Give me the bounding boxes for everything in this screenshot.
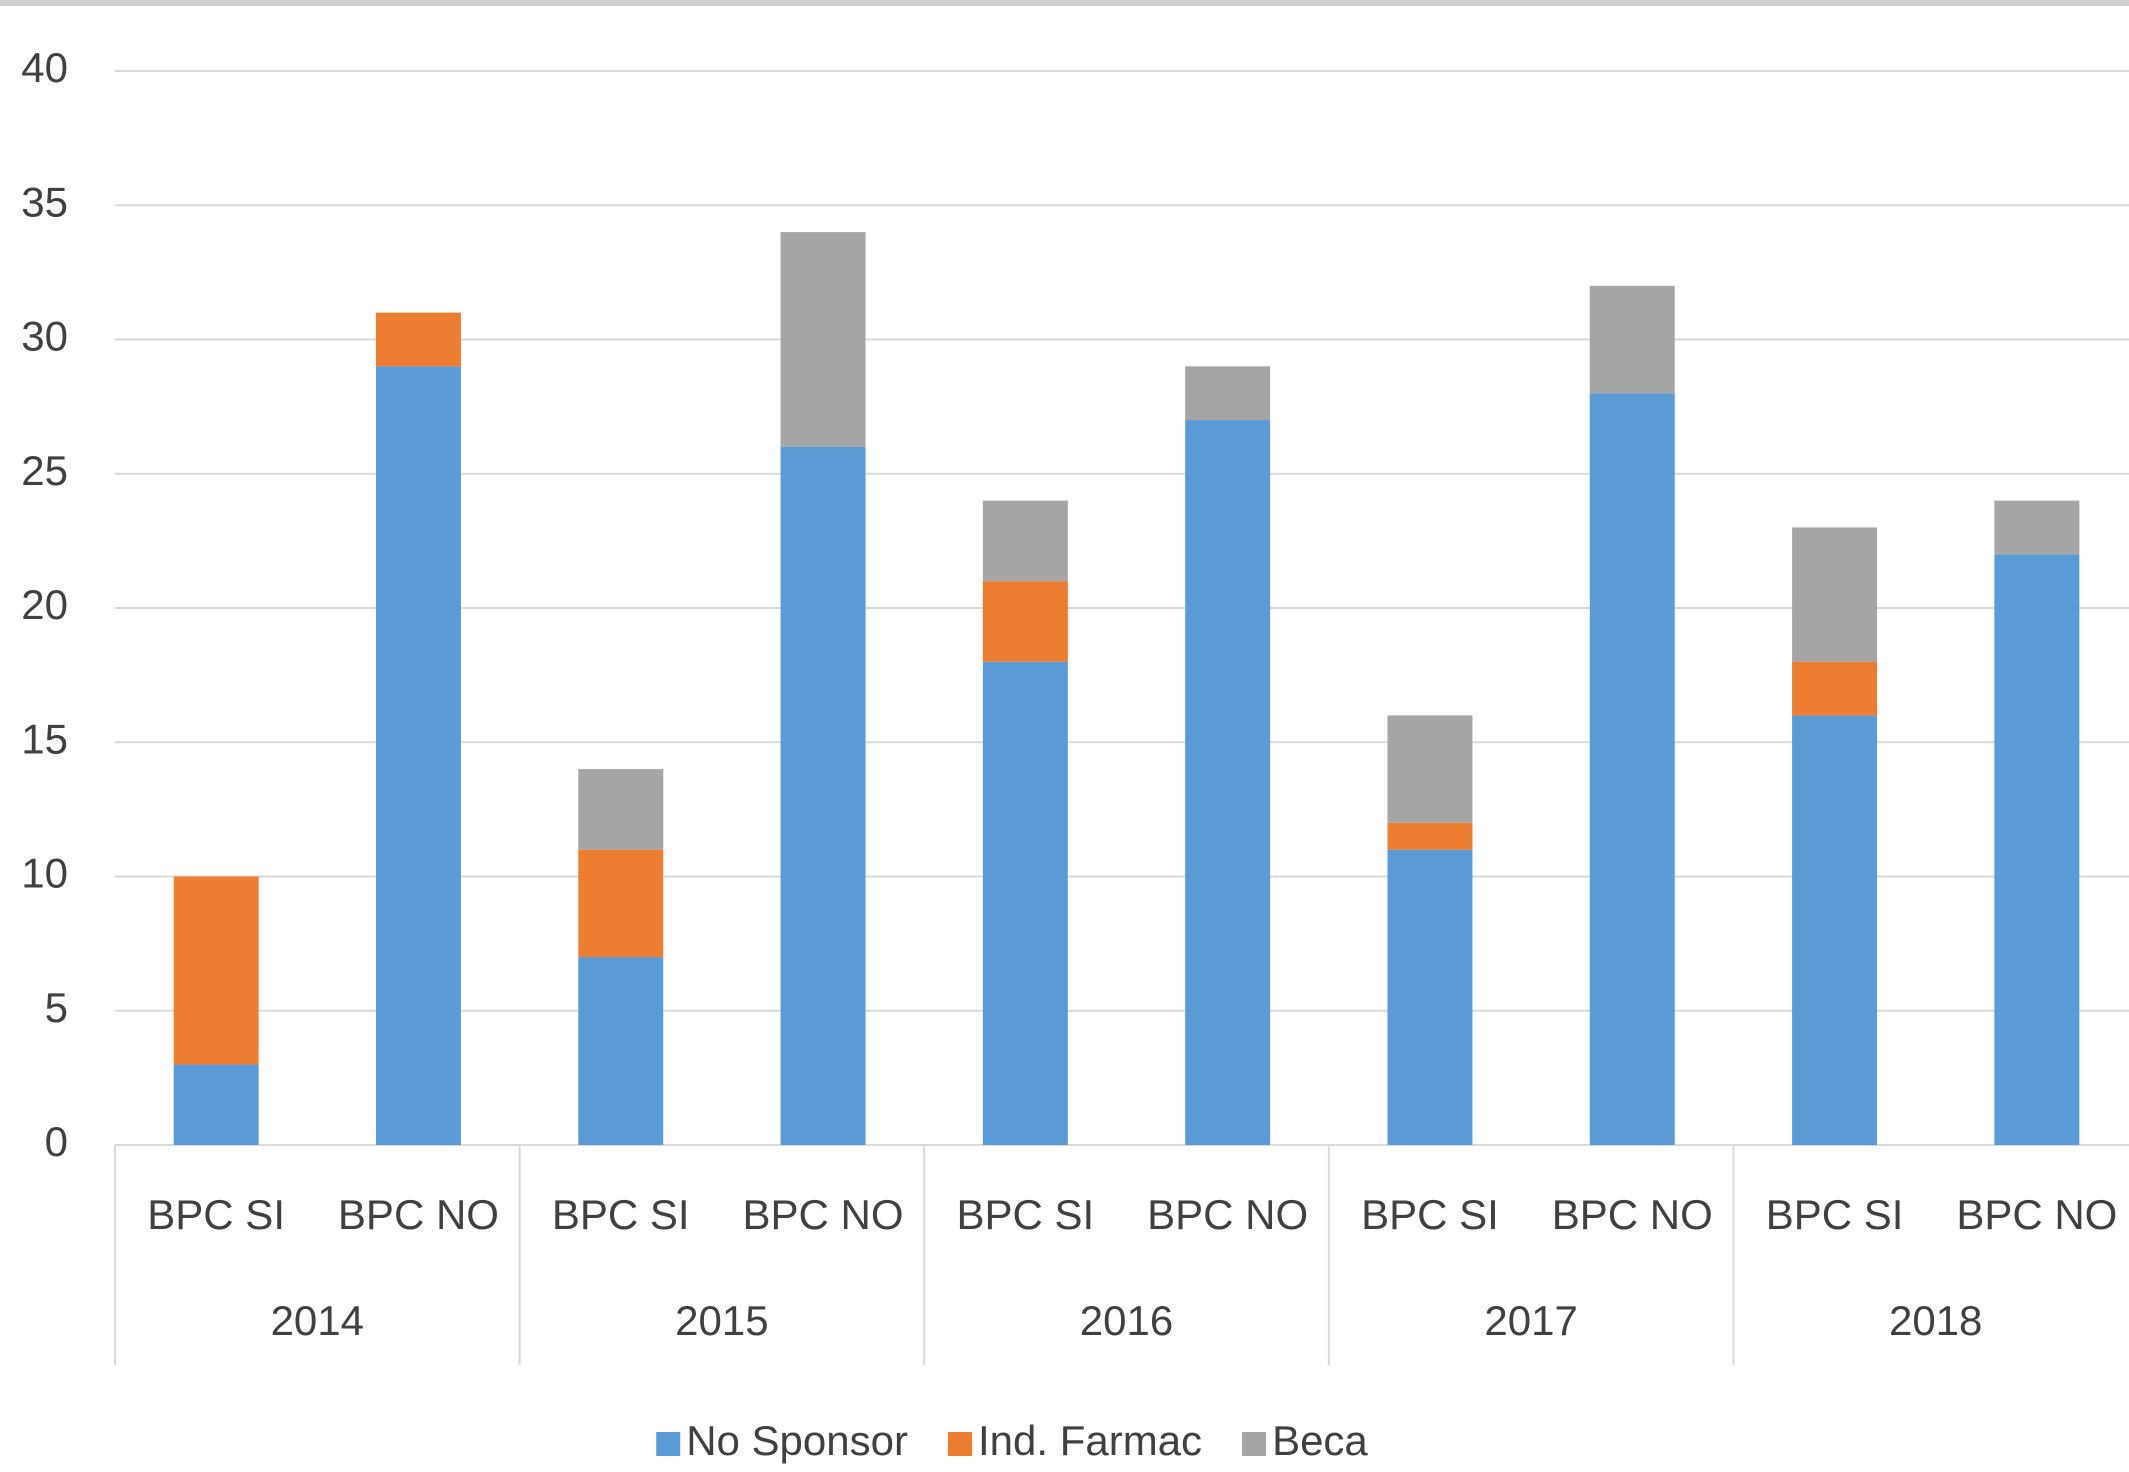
legend-swatch [1242, 1432, 1267, 1456]
bar-segment [982, 581, 1068, 662]
top-border [0, 0, 2129, 6]
bar-segment [1994, 500, 2080, 555]
legend-label: Ind. Farmac [978, 1417, 1202, 1464]
bar-segment [173, 1064, 259, 1145]
bar-segment [1387, 715, 1473, 823]
x-tick-label: BPC SI [552, 1191, 690, 1238]
bar-segment [982, 500, 1068, 582]
group-label: 2017 [1484, 1297, 1577, 1344]
bar-segment [1387, 849, 1473, 1145]
y-tick-label: 25 [21, 447, 68, 494]
legend-label: Beca [1272, 1417, 1368, 1464]
legend-label: No Sponsor [686, 1417, 908, 1464]
y-tick-label: 20 [21, 581, 68, 628]
y-tick-label: 40 [21, 44, 68, 91]
bar-segment [1589, 285, 1675, 394]
bar-segment [780, 232, 866, 447]
x-tick-label: BPC NO [1956, 1191, 2117, 1238]
group-label: 2015 [675, 1297, 768, 1344]
group-label: 2014 [271, 1297, 364, 1344]
bar-segment [1589, 393, 1675, 1145]
bar-segment [375, 312, 461, 367]
bar-segment [982, 661, 1068, 1145]
bar-segment [1994, 554, 2080, 1145]
bar-segment [578, 957, 664, 1145]
x-tick-label: BPC SI [1361, 1191, 1499, 1238]
x-tick-label: BPC NO [338, 1191, 499, 1238]
bar-segment [1792, 715, 1878, 1145]
group-label: 2018 [1889, 1297, 1982, 1344]
bar-segment [173, 876, 259, 1065]
legend-swatch [947, 1432, 972, 1456]
y-tick-label: 35 [21, 178, 68, 225]
x-tick-label: BPC NO [743, 1191, 904, 1238]
legend-swatch [656, 1432, 681, 1456]
bar-segment [1792, 661, 1878, 716]
x-tick-label: BPC SI [147, 1191, 285, 1238]
bar-segment [1792, 527, 1878, 662]
bar-segment [578, 769, 664, 850]
y-tick-label: 0 [45, 1118, 68, 1165]
x-tick-label: BPC SI [956, 1191, 1094, 1238]
x-tick-label: BPC NO [1552, 1191, 1713, 1238]
y-tick-label: 15 [21, 715, 68, 762]
bar-segment [1185, 420, 1271, 1145]
y-tick-label: 30 [21, 313, 68, 360]
bar-segment [1185, 366, 1271, 421]
x-tick-label: BPC NO [1147, 1191, 1308, 1238]
y-tick-label: 10 [21, 850, 68, 897]
group-label: 2016 [1080, 1297, 1173, 1344]
y-tick-label: 5 [45, 984, 68, 1031]
bar-segment [375, 366, 461, 1146]
bar-segment [1387, 822, 1473, 850]
x-tick-label: BPC SI [1766, 1191, 1904, 1238]
bar-segment [578, 849, 664, 958]
bar-segment [780, 446, 866, 1145]
